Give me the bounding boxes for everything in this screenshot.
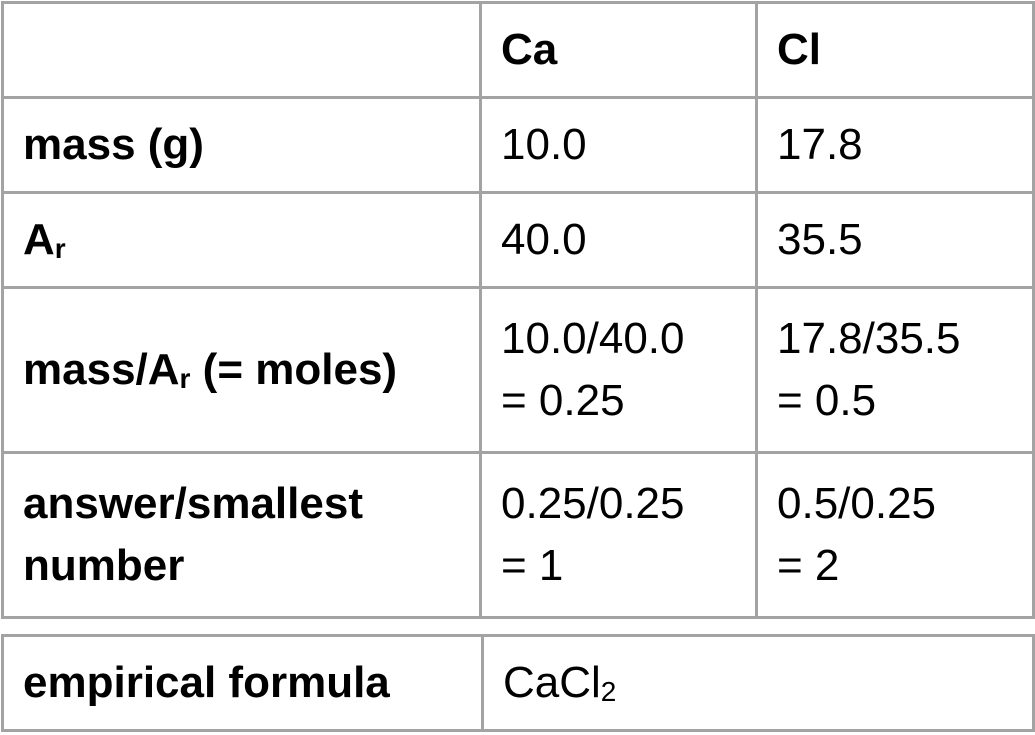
moles-ca-line1: 10.0/40.0 — [501, 314, 685, 363]
moles-cl-line1: 17.8/35.5 — [777, 314, 961, 363]
header-cl: Cl — [755, 1, 1035, 99]
ratio-ca-line1: 0.25/0.25 — [501, 479, 685, 528]
formula-main: CaCl — [503, 658, 601, 707]
mass-cl: 17.8 — [755, 96, 1035, 194]
moles-label-sub: r — [179, 363, 191, 394]
ratio-cl-line2: = 2 — [777, 541, 840, 590]
empirical-formula-table: empirical formula CaCl2 — [1, 634, 1035, 732]
mass-label: mass (g) — [1, 96, 482, 194]
ratio-label: answer/smallest number — [1, 451, 482, 619]
ratio-ca-line2: = 1 — [501, 541, 564, 590]
corner-cell — [1, 1, 482, 99]
empirical-formula-label: empirical formula — [1, 634, 484, 732]
moles-label: mass/Ar (= moles) — [1, 286, 482, 454]
formula-sub: 2 — [600, 676, 617, 707]
empirical-formula-value: CaCl2 — [481, 634, 1035, 732]
ar-ca: 40.0 — [479, 191, 758, 289]
ar-label-sub: r — [54, 233, 66, 264]
moles-cl: 17.8/35.5 = 0.5 — [755, 286, 1035, 454]
moles-cl-line2: = 0.5 — [777, 376, 877, 425]
ratio-cl-line1: 0.5/0.25 — [777, 479, 937, 528]
mass-row: mass (g) 10.0 17.8 — [1, 96, 1035, 194]
ratio-ca: 0.25/0.25 = 1 — [479, 451, 758, 619]
moles-ca: 10.0/40.0 = 0.25 — [479, 286, 758, 454]
ar-row: Ar 40.0 35.5 — [1, 191, 1035, 289]
calculation-table: Ca Cl mass (g) 10.0 17.8 Ar 40.0 35.5 ma… — [1, 1, 1035, 619]
ar-label-main: A — [23, 215, 55, 264]
ar-cl: 35.5 — [755, 191, 1035, 289]
moles-label-post: (= moles) — [190, 345, 398, 394]
moles-row: mass/Ar (= moles) 10.0/40.0 = 0.25 17.8/… — [1, 286, 1035, 454]
empirical-formula-row: empirical formula CaCl2 — [1, 634, 1035, 732]
ratio-label-line2: number — [23, 541, 185, 590]
ratio-row: answer/smallest number 0.25/0.25 = 1 0.5… — [1, 451, 1035, 619]
mass-ca: 10.0 — [479, 96, 758, 194]
ratio-label-line1: answer/smallest — [23, 479, 363, 528]
header-row: Ca Cl — [1, 1, 1035, 99]
ratio-cl: 0.5/0.25 = 2 — [755, 451, 1035, 619]
ar-label: Ar — [1, 191, 482, 289]
moles-label-pre: mass/A — [23, 345, 180, 394]
moles-ca-line2: = 0.25 — [501, 376, 625, 425]
header-ca: Ca — [479, 1, 758, 99]
